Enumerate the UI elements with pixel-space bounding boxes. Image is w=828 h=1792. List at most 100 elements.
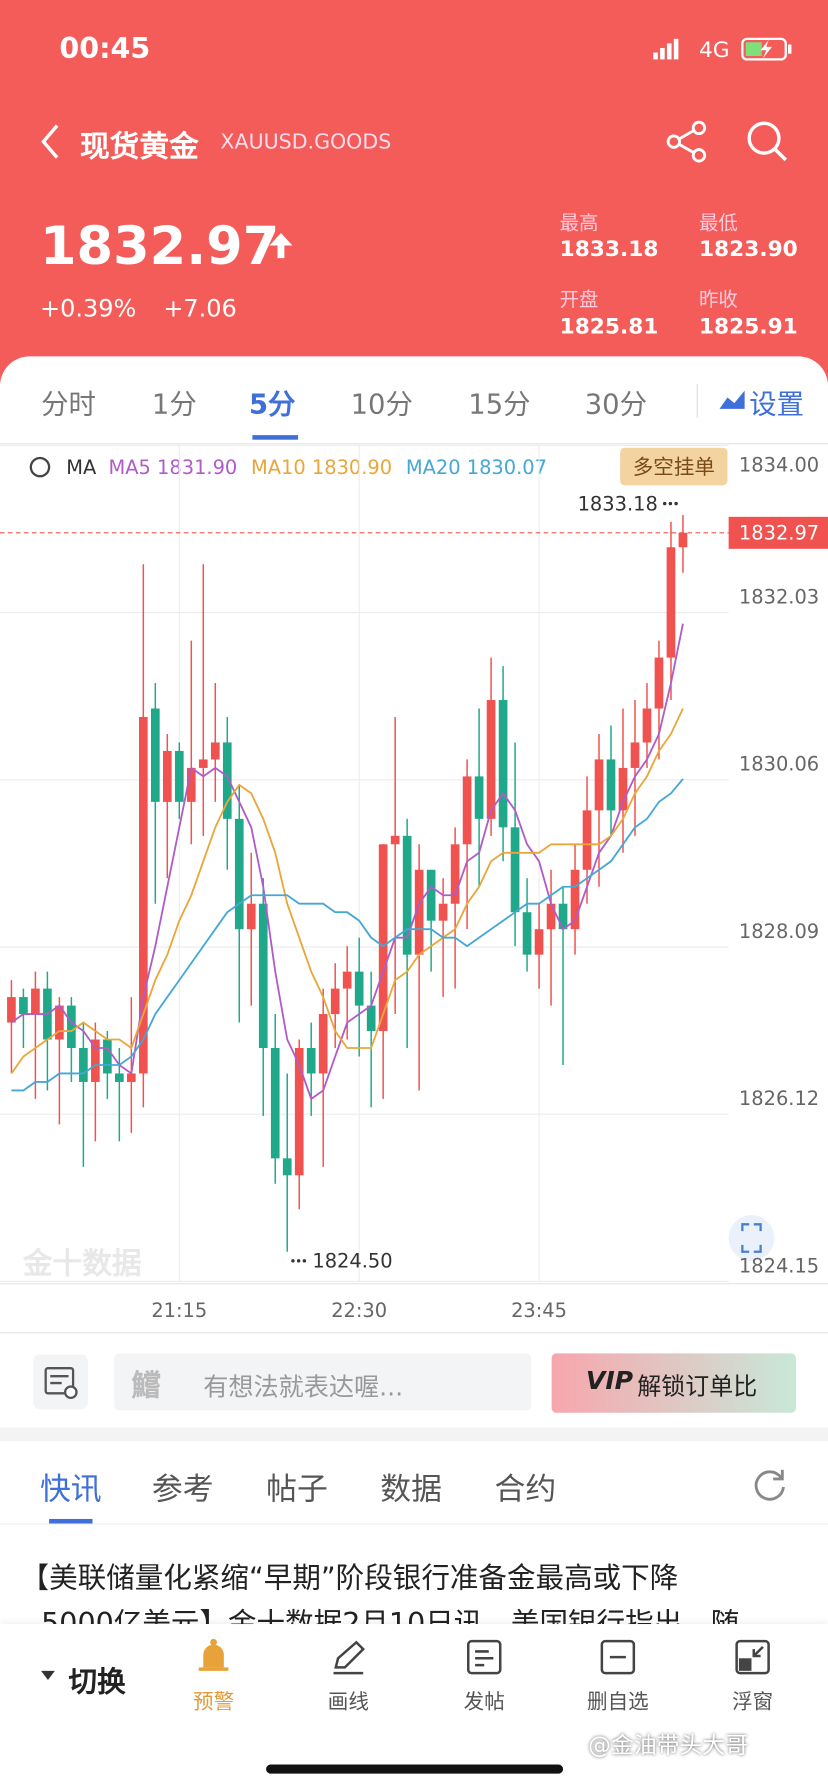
candle-body [91,1039,100,1082]
news-tab[interactable]: 数据 [380,1472,442,1508]
candle-body [258,903,268,1049]
candle-body [174,750,184,802]
input-icon: 鱨 [131,1369,162,1404]
ma-label: MA [66,456,97,479]
home-indicator [266,1764,564,1774]
refresh-button[interactable] [751,1466,788,1503]
tab-active[interactable]: 5分 [248,388,296,421]
candle-body [486,700,496,819]
vip-button[interactable] [551,1353,797,1413]
y-tick-label: 1834.00 [739,454,819,477]
legend-entry: MA20 1830.07 [406,456,547,479]
y-tick-label: 1824.15 [739,1254,819,1277]
tool-item[interactable]: 画线 [327,1690,369,1715]
candle-body [366,1005,376,1032]
candle-body [654,657,664,709]
comment-input[interactable] [114,1353,532,1411]
candle-body [246,903,256,930]
y-tick-label: 1832.03 [739,585,819,608]
bottom-toolbar [0,1624,828,1792]
tab[interactable]: 30分 [584,388,648,421]
network: 4G [698,37,730,63]
tab[interactable]: 1分 [151,388,197,421]
candle-body [342,971,352,989]
marker-dot [302,1259,307,1263]
tool-item[interactable]: 预警 [193,1690,235,1715]
news-tab[interactable]: 帖子 [266,1472,328,1508]
up-arrow [269,232,293,259]
order-icon[interactable] [32,1353,89,1410]
share-button[interactable] [665,119,711,165]
legend-value: 1830.90 [312,456,392,479]
news-tab[interactable]: 参考 [151,1472,214,1508]
long-short-label[interactable]: 多空挂单 [633,455,715,479]
tab[interactable]: 15分 [468,388,531,421]
settings[interactable]: 设置 [749,388,805,421]
candle-body [67,1005,76,1049]
last-price-label: 1832.97 [739,522,819,545]
candle-body [7,997,16,1023]
candle-body [354,971,364,1006]
candle-body [19,997,28,1015]
quote-price: 1832.97 [39,214,280,277]
vip-label: 解锁订单比 [637,1372,758,1401]
high-marker: 1833.18 [578,492,658,515]
candle-body [55,1005,64,1040]
back-button[interactable] [34,121,68,162]
candle-body [186,767,196,802]
candle-body [79,1048,88,1082]
news-tab-active[interactable]: 快讯 [39,1472,102,1508]
watermark: @金油带头大哥 [588,1731,749,1759]
expand-button[interactable] [728,1215,775,1261]
tool-item[interactable]: 删自选 [587,1690,649,1715]
x-tick-label: 21:15 [151,1299,207,1322]
candle-body [426,869,436,921]
settings-icon [719,390,745,409]
candle-body [606,759,616,811]
stat-label: 最低 [698,212,738,236]
tab-underline [252,435,299,440]
candle-body [390,835,400,845]
candlestick-chart: MA 多空挂单 MA5 1831.90 MA10 1830.90 MA20 1830… [0,444,828,1334]
candle-body [222,742,232,819]
candle-body [198,759,208,768]
stat-value: 1833.18 [559,236,659,262]
legend-value: 1831.90 [157,456,237,479]
divider [0,1523,828,1525]
switch-button[interactable]: 切换 [68,1665,126,1699]
gear-icon [29,456,51,478]
candle-body [630,742,640,768]
candle-body [510,827,520,913]
news-tab[interactable]: 合约 [494,1472,557,1508]
legend-entry: MA10 1830.90 [251,456,392,479]
candle-body [546,903,556,930]
change: +7.06 [163,294,237,323]
candle-body [282,1158,292,1176]
long-short-button[interactable] [620,447,728,486]
candle-body [150,708,160,802]
candle-body [570,869,580,930]
candle-body [126,1073,136,1082]
ma-line [11,778,684,1092]
legend-value: 1830.07 [467,456,547,479]
candle-body [330,988,340,1015]
marker-dot [662,501,667,506]
divider [696,383,698,418]
tool-item[interactable]: 发帖 [463,1690,505,1715]
candle-body [306,1048,316,1074]
stat-value: 1825.91 [698,314,798,340]
search-button[interactable] [745,119,791,165]
stat-label: 昨收 [698,288,738,312]
stat-label: 开盘 [559,288,599,312]
tool-item[interactable]: 浮窗 [732,1690,774,1715]
chart-watermark: 金十数据 [22,1247,142,1282]
candle-body [438,903,448,921]
last-price-box [728,516,828,549]
tab[interactable]: 分时 [41,388,96,421]
marker-dot [674,501,678,506]
news-tab-underline [49,1518,93,1524]
candle-body [234,818,244,930]
remove-icon [600,1639,636,1675]
tab[interactable]: 10分 [350,388,413,421]
